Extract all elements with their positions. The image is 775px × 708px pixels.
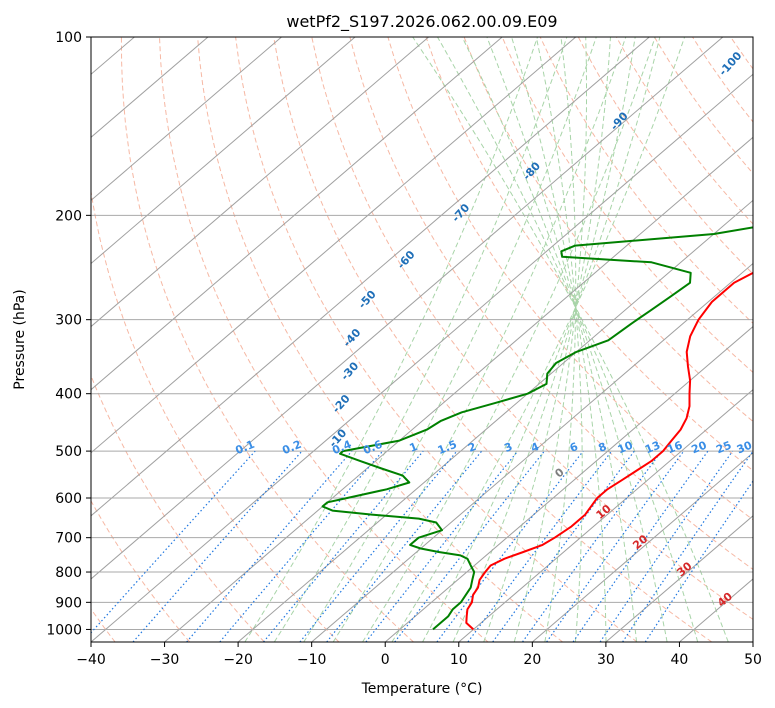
moist-adiabat-line	[332, 37, 627, 642]
dry-adiabat-line	[387, 37, 753, 521]
x-axis-label: Temperature (°C)	[361, 681, 483, 697]
isotherm-line	[384, 325, 753, 642]
y-tick-label: 600	[55, 491, 82, 507]
mixing-ratio-line	[299, 450, 458, 642]
moist-adiabat-line	[437, 37, 699, 642]
dry-adiabat-line	[91, 374, 265, 642]
mixing-ratio-line	[326, 450, 483, 642]
isotherm-line	[311, 262, 753, 642]
mixing-ratio-line	[492, 450, 635, 642]
dry-adiabat-line	[273, 37, 713, 642]
mixing-ratio-line	[622, 450, 753, 642]
mixing-ratio-label: 8	[597, 440, 609, 455]
x-tick-label: −40	[76, 652, 106, 668]
dry-adiabat-line	[91, 188, 340, 642]
isotherm-line	[91, 37, 282, 202]
isotherms	[91, 37, 753, 642]
mixing-ratio-line	[522, 450, 663, 642]
y-axis-ticks: 100 200 300 400 500 600 700 800 900 1000	[46, 30, 91, 638]
y-tick-label: 900	[55, 595, 82, 611]
mixing-ratio-lines	[91, 450, 753, 642]
chart-title: wetPf2_S197.2026.062.00.09.E09	[286, 12, 557, 32]
moist-adiabat-line	[244, 37, 538, 642]
y-tick-label: 800	[55, 565, 82, 581]
moist-adiabat-line	[513, 37, 587, 642]
mixing-ratio-label: 2	[466, 440, 478, 455]
y-tick-label: 100	[55, 30, 82, 46]
isotherm-line	[237, 199, 753, 642]
mixing-ratio-line	[572, 450, 709, 642]
moist-adiabat-line	[535, 37, 583, 642]
isobar-gridlines	[91, 37, 753, 630]
moist-adiabat-line	[486, 37, 638, 642]
x-tick-label: −30	[150, 652, 180, 668]
moist-adiabat-line	[362, 37, 656, 642]
moist-adiabat-line	[511, 37, 607, 642]
x-tick-label: −10	[297, 652, 327, 668]
isotherm-line	[91, 37, 356, 265]
isotherm-line	[91, 37, 503, 391]
dry-adiabat-line	[425, 37, 753, 472]
isotherm-line	[91, 37, 724, 580]
mixing-ratio-line	[644, 480, 753, 642]
mixing-ratio-label: 30	[735, 438, 754, 456]
dewpoint-profile-line	[321, 226, 753, 631]
mixing-ratio-label: 13	[643, 439, 662, 457]
isotherm-line	[605, 515, 753, 642]
mixing-ratio-line	[436, 450, 584, 642]
moist-adiabat-line	[273, 37, 568, 642]
x-tick-label: 40	[671, 652, 689, 668]
isotherm-line	[532, 452, 753, 642]
mixing-ratio-line	[365, 450, 519, 642]
mixing-ratio-label: 3	[502, 440, 514, 455]
y-axis-label: Pressure (hPa)	[12, 289, 28, 389]
isotherm-line	[91, 37, 429, 328]
mixing-ratio-label: 1	[407, 440, 419, 455]
isotherm-line	[91, 37, 577, 454]
mixing-ratio-label: 16	[665, 438, 684, 456]
mixing-ratio-line	[263, 450, 424, 642]
y-tick-label: 700	[55, 531, 82, 547]
y-tick-label: 400	[55, 387, 82, 403]
y-tick-label: 500	[55, 444, 82, 460]
plot-frame	[90, 36, 754, 643]
mixing-ratio-line	[546, 450, 685, 642]
mixing-ratio-label: 20	[690, 438, 709, 456]
mixing-ratio-line	[91, 450, 256, 634]
mixing-ratio-label: 25	[714, 439, 733, 457]
y-tick-label: 300	[55, 313, 82, 329]
x-tick-label: 50	[744, 652, 762, 668]
mixing-ratio-line	[132, 450, 303, 642]
x-tick-label: 0	[381, 652, 390, 668]
moist-adiabat-line	[483, 37, 611, 642]
moist-adiabat-line	[461, 37, 668, 642]
isotherm-line	[458, 389, 753, 642]
sounding-series	[321, 226, 753, 631]
mixing-ratio-line	[599, 450, 734, 642]
isotherm-line	[164, 136, 753, 642]
dry-adiabat-line	[159, 37, 489, 642]
x-tick-label: −20	[223, 652, 253, 668]
mixing-ratio-line	[467, 450, 613, 642]
x-tick-label: 20	[523, 652, 541, 668]
dry-adiabat-line	[311, 37, 753, 620]
isotherm-line	[91, 37, 650, 517]
x-tick-label: 30	[597, 652, 615, 668]
isotherm-line	[91, 73, 753, 642]
dry-adiabat-line	[501, 37, 753, 374]
y-tick-label: 1000	[46, 622, 82, 638]
temperature-profile-line	[465, 271, 753, 631]
x-axis-ticks: −40 −30 −20 −10 0 10 20 30 40 50	[76, 642, 762, 668]
x-tick-label: 10	[450, 652, 468, 668]
y-tick-label: 200	[55, 208, 82, 224]
moist-adiabat-line	[391, 37, 686, 642]
mixing-ratio-label: 10	[616, 438, 635, 456]
dry-adiabat-line	[235, 37, 638, 642]
